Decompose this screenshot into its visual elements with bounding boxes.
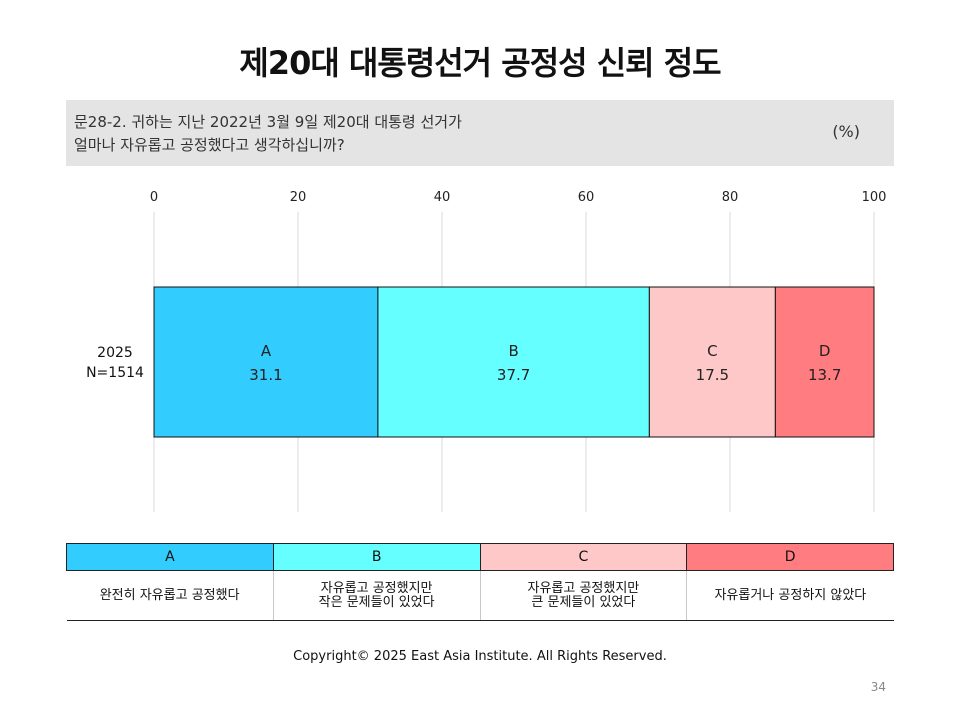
- bar-segment-d: [774, 286, 875, 438]
- x-tick-label-100: 100: [862, 190, 887, 205]
- x-tick-label-60: 60: [578, 190, 595, 205]
- bar-segment-a: [153, 286, 379, 438]
- legend-description-d: 자유롭거나 공정하지 않았다: [686, 570, 894, 621]
- bar-series-label-d: D: [819, 342, 831, 360]
- page-title: 제20대 대통령선거 공정성 신뢰 정도: [239, 44, 721, 82]
- unit-label: (%): [832, 122, 860, 141]
- question-box: 문28-2. 귀하는 지난 2022년 3월 9일 제20대 대통령 선거가 얼…: [66, 100, 894, 166]
- legend-description-row: 완전히 자유롭고 공정했다 자유롭고 공정했지만 작은 문제들이 있었다 자유롭고…: [66, 570, 894, 621]
- question-text-line-2: 얼마나 자유롭고 공정했다고 생각하십니까?: [74, 136, 345, 154]
- bar-series-label-a: A: [261, 342, 272, 360]
- legend-description-c: 자유롭고 공정했지만 큰 문제들이 있었다: [479, 570, 687, 621]
- bar-value-label-c: 17.5: [696, 366, 729, 384]
- legend-header-d: D: [686, 543, 894, 571]
- legend-header-c: C: [479, 543, 688, 571]
- question-text-line-1: 문28-2. 귀하는 지난 2022년 3월 9일 제20대 대통령 선거가: [74, 113, 462, 131]
- legend-header-row: A B C D: [66, 543, 894, 571]
- x-tick-label-80: 80: [722, 190, 739, 205]
- bar-series-label-c: C: [707, 342, 717, 360]
- bar-value-label-d: 13.7: [808, 366, 841, 384]
- category-label-0: 2025 N=1514: [86, 345, 144, 381]
- x-tick-label-20: 20: [290, 190, 307, 205]
- legend-table: A B C D 완전히 자유롭고 공정했다 자유롭고 공정했지만 작은 문제들이 …: [66, 543, 894, 621]
- bar-value-label-a: 31.1: [249, 366, 282, 384]
- bar-series-label-b: B: [508, 342, 518, 360]
- bar-segment-c: [648, 286, 776, 438]
- bar-segment-b: [377, 286, 650, 438]
- bar-value-label-b: 37.7: [497, 366, 530, 384]
- x-tick-label-40: 40: [434, 190, 451, 205]
- page-number: 34: [870, 680, 886, 694]
- copyright-notice: Copyright© 2025 East Asia Institute. All…: [293, 649, 667, 664]
- legend-header-a: A: [66, 543, 274, 571]
- legend-description-b: 자유롭고 공정했지만 작은 문제들이 있었다: [272, 570, 480, 621]
- stacked-bar-chart: 0 20 40 60 80 100 2025 N=1514 A 31.1 B 37.7 C 17.5 D 13…: [86, 190, 887, 512]
- legend-description-a: 완전히 자유롭고 공정했다: [66, 570, 274, 621]
- x-tick-label-0: 0: [150, 190, 158, 205]
- legend-header-b: B: [272, 543, 481, 571]
